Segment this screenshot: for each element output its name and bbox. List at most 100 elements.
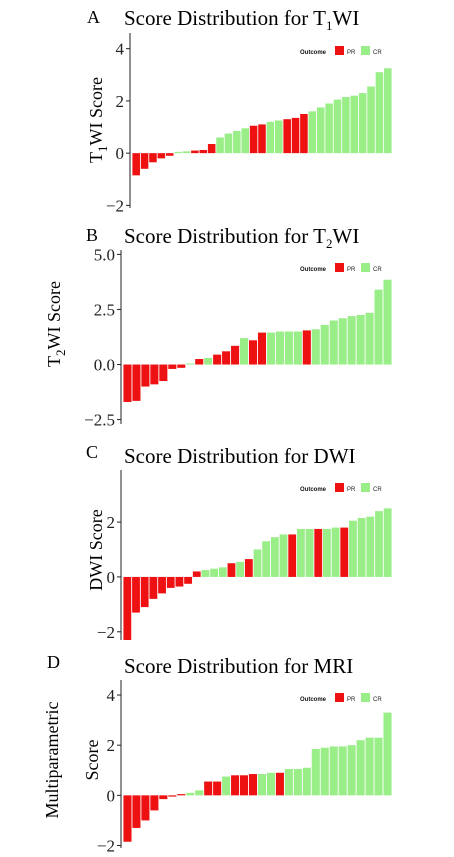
bar-pr [222, 351, 231, 365]
bar-cr [222, 776, 231, 796]
bar-pr [159, 795, 168, 800]
legend: Outcome PR CR [300, 263, 382, 273]
bar-pr [157, 153, 166, 159]
legend-label-cr: CR [373, 50, 382, 56]
bar-cr [210, 568, 219, 577]
y-axis-label: DWI Score [86, 509, 106, 590]
bar-pr [123, 795, 132, 842]
bar-cr [342, 96, 350, 154]
legend-swatch-pr [335, 263, 344, 272]
bar-cr [383, 279, 392, 365]
bar-pr [302, 330, 311, 365]
bar-cr [356, 314, 365, 365]
bar-cr [174, 151, 182, 154]
legend-label-cr: CR [373, 267, 382, 273]
y-tick-label: 0 [116, 144, 125, 163]
bar-pr [231, 775, 240, 796]
bar-cr [257, 774, 267, 796]
bar-pr [123, 576, 132, 640]
y-axis-label: Multiparametric [42, 702, 62, 819]
bar-pr [192, 571, 201, 577]
legend-swatch-cr [361, 483, 370, 492]
legend-title: Outcome [300, 267, 327, 273]
bar-cr [331, 527, 340, 577]
bar-cr [349, 520, 357, 577]
bar-pr [132, 364, 141, 401]
bar-cr [357, 517, 366, 577]
y-tick-label: 4 [116, 40, 125, 59]
y-tick-label: 5.0 [94, 245, 115, 264]
legend-label-pr: PR [347, 267, 356, 273]
panel-letter: B [86, 225, 98, 245]
panel-letter: A [87, 7, 100, 27]
legend: Outcome PR CR [300, 483, 382, 493]
bar-pr [165, 153, 174, 156]
bar-cr [374, 289, 383, 365]
bar-pr [149, 576, 158, 599]
bar-pr [123, 364, 132, 402]
bar-cr [358, 93, 367, 154]
bar-pr [340, 527, 349, 577]
bar-pr [159, 364, 168, 382]
panel-b: B Score Distribution for T2WI T2WI Score… [44, 224, 392, 430]
bar-pr [231, 345, 240, 365]
bar-cr [241, 128, 249, 154]
bar-pr [191, 150, 199, 154]
bar-pr [213, 781, 222, 796]
bar-cr [186, 792, 195, 796]
legend-label-cr: CR [373, 487, 382, 493]
bar-cr [325, 103, 333, 154]
bar-pr [258, 124, 266, 154]
legend-label-pr: PR [347, 697, 356, 703]
bar-cr [201, 570, 210, 577]
bar-cr [216, 137, 224, 154]
bar-cr [311, 329, 320, 365]
bar-cr [350, 95, 359, 154]
bar-pr [227, 563, 236, 577]
legend-label-pr: PR [347, 50, 356, 56]
bar-pr [184, 576, 192, 584]
bar-cr [182, 151, 191, 154]
panel-letter: C [86, 442, 98, 462]
bar-pr [177, 794, 186, 796]
bar-cr [329, 746, 338, 796]
bar-cr [384, 68, 392, 154]
bar-pr [249, 125, 258, 154]
bar-pr [240, 775, 249, 796]
bar-cr [374, 737, 383, 796]
bar-pr [275, 772, 284, 796]
bar-cr [316, 107, 325, 154]
bar-cr [195, 790, 204, 796]
legend-title: Outcome [300, 697, 327, 703]
bar-cr [329, 320, 338, 365]
y-tick-label: −2.5 [84, 411, 115, 430]
bar-cr [347, 316, 356, 365]
bar-pr [132, 795, 141, 828]
bar-pr [244, 559, 253, 577]
bar-cr [296, 528, 305, 577]
bar-cr [302, 767, 311, 796]
y-tick-label: 0 [107, 568, 116, 587]
legend-label-pr: PR [347, 487, 356, 493]
panel-a: A Score Distribution for T1WI T1WI Score… [86, 6, 392, 215]
bar-pr [158, 576, 166, 594]
legend-swatch-cr [361, 46, 370, 55]
bar-cr [293, 769, 302, 796]
bar-cr [375, 72, 384, 154]
bar-cr [305, 528, 314, 577]
bar-pr [168, 795, 177, 797]
bar-pr [166, 576, 175, 588]
legend-title: Outcome [300, 487, 327, 493]
bar-cr [270, 537, 279, 577]
bar-cr [320, 324, 329, 365]
bar-pr [175, 576, 184, 587]
bar-pr [149, 153, 157, 163]
bar-cr [266, 121, 275, 154]
panel-d: D Score Distribution for MRI Multiparame… [42, 652, 392, 855]
bar-pr [283, 119, 291, 154]
y-tick-label: 2.5 [94, 300, 115, 319]
bar-cr [262, 541, 271, 577]
bar-cr [365, 737, 374, 796]
bar-pr [314, 528, 323, 577]
bar-pr [288, 534, 297, 577]
